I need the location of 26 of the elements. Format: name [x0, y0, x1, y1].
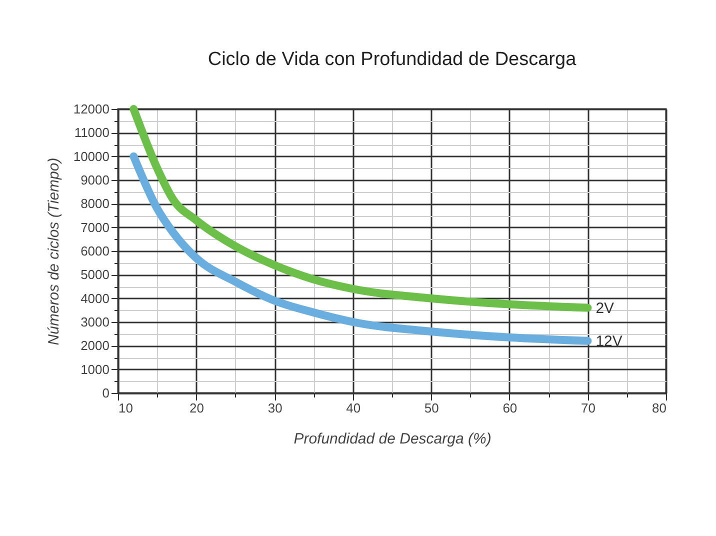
series-label: 12V — [596, 332, 622, 350]
y-tick-label: 6000 — [80, 244, 110, 258]
y-tick-label: 11000 — [74, 125, 110, 140]
y-tick-label: 2000 — [80, 338, 110, 354]
y-tick-label: 10000 — [73, 148, 110, 164]
y-tick-label: 3000 — [80, 314, 110, 330]
chart-title: Ciclo de Vida con Profundidad de Descarga — [208, 49, 577, 70]
x-tick-label: 80 — [652, 400, 666, 416]
x-tick-label: 70 — [580, 400, 596, 416]
y-axis-title: Números de ciclos (Tiempo) — [45, 158, 62, 346]
x-tick-label: 30 — [268, 400, 282, 416]
x-axis-title: Profundidad de Descarga (%) — [294, 430, 492, 448]
series-label: 2V — [596, 300, 614, 317]
x-tick-label: 40 — [346, 400, 361, 416]
y-tick-label: 12000 — [73, 102, 110, 116]
y-tick-label: 4000 — [80, 290, 110, 306]
y-tick-label: 0 — [102, 386, 110, 400]
x-tick-label: 10 — [118, 400, 133, 416]
y-tick-label: 1000 — [80, 362, 110, 377]
y-tick-label: 5000 — [80, 267, 110, 282]
x-tick-label: 20 — [190, 400, 204, 416]
y-tick-label: 8000 — [80, 196, 110, 212]
y-tick-label: 7000 — [80, 220, 110, 235]
y-tick-label: 9000 — [80, 172, 110, 188]
x-tick-label: 50 — [424, 400, 439, 416]
x-tick-label: 60 — [502, 400, 518, 416]
